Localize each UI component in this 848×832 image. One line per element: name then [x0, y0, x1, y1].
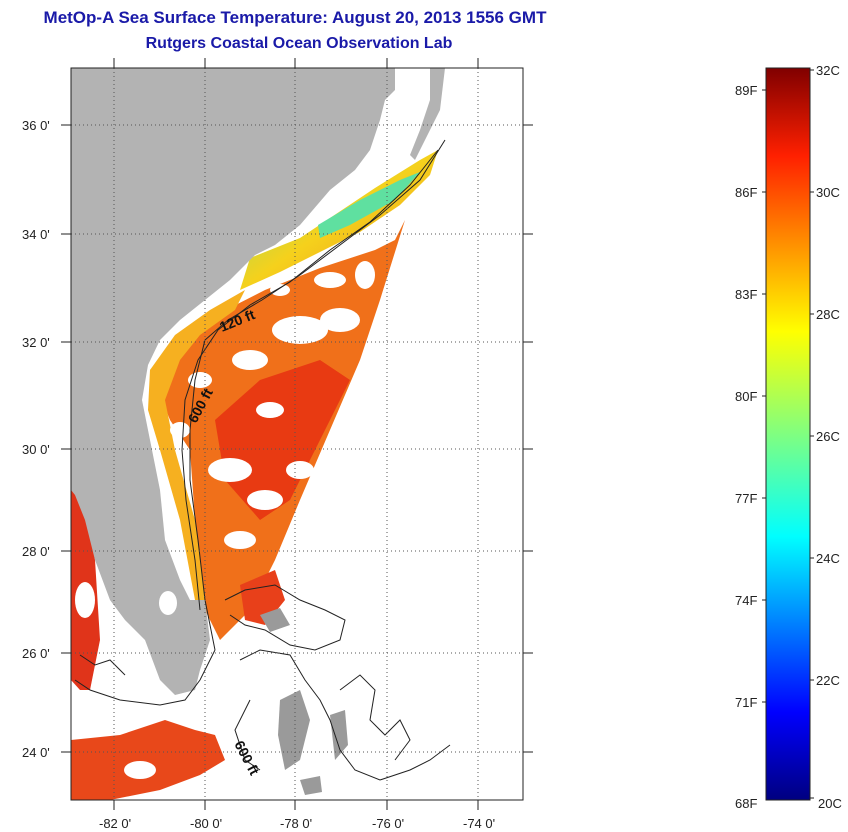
bathymetry-contours: [74, 139, 451, 781]
sst-nearshore-band: [148, 290, 245, 600]
colorbar-c-20: 20C: [818, 796, 842, 811]
graticule: [71, 68, 523, 800]
map-area: 120 ft 600 ft 600 ft: [71, 68, 523, 800]
lat-label-28: 28 0': [22, 544, 50, 559]
lon-label-74: -74 0': [463, 816, 495, 831]
lat-label-34: 34 0': [22, 227, 50, 242]
land-mainland: [71, 68, 395, 695]
lake-okeechobee: [159, 591, 177, 615]
colorbar-c-22: 22C: [816, 673, 840, 688]
lat-label-36: 36 0': [22, 118, 50, 133]
colorbar-f-71: 71F: [735, 695, 757, 710]
lat-label-30: 30 0': [22, 442, 50, 457]
colorbar-f-68: 68F: [735, 796, 757, 811]
sst-cool-patch: [318, 172, 420, 238]
colorbar-ticks: [762, 69, 814, 799]
map-frame: [70, 67, 524, 801]
colorbar: [765, 67, 811, 801]
cloud-gaps: [75, 261, 375, 779]
lon-label-82: -82 0': [99, 816, 131, 831]
colorbar-f-83: 83F: [735, 287, 757, 302]
land-outer-banks: [410, 68, 445, 160]
colorbar-f-86: 86F: [735, 185, 757, 200]
lon-label-80: -80 0': [190, 816, 222, 831]
lat-label-32: 32 0': [22, 335, 50, 350]
map-title: MetOp-A Sea Surface Temperature: August …: [43, 8, 547, 27]
lat-label-26: 26 0': [22, 646, 50, 661]
lon-label-78: -78 0': [280, 816, 312, 831]
colorbar-c-24: 24C: [816, 551, 840, 566]
colorbar-c-30: 30C: [816, 185, 840, 200]
colorbar-c-32: 32C: [816, 63, 840, 78]
sst-warm-core: [215, 360, 350, 520]
sst-south: [71, 720, 225, 800]
colorbar-f-80: 80F: [735, 389, 757, 404]
colorbar-f-89: 89F: [735, 83, 757, 98]
colorbar-c-28: 28C: [816, 307, 840, 322]
axis-ticks: [61, 58, 533, 810]
colorbar-f-77: 77F: [735, 491, 757, 506]
lat-label-24: 24 0': [22, 745, 50, 760]
map-subtitle: Rutgers Coastal Ocean Observation Lab: [145, 35, 453, 52]
colorbar-c-26: 26C: [816, 429, 840, 444]
land-bahamas: [260, 608, 348, 795]
lon-label-76: -76 0': [372, 816, 404, 831]
colorbar-f-74: 74F: [735, 593, 757, 608]
